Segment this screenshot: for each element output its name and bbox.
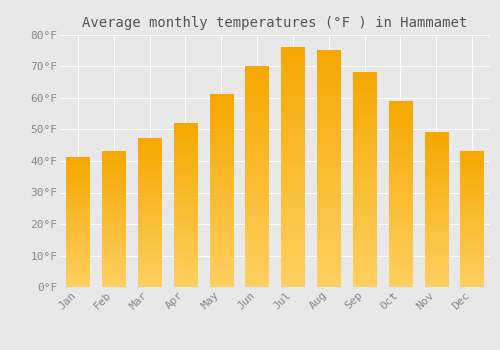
Title: Average monthly temperatures (°F ) in Hammamet: Average monthly temperatures (°F ) in Ha… xyxy=(82,16,468,30)
